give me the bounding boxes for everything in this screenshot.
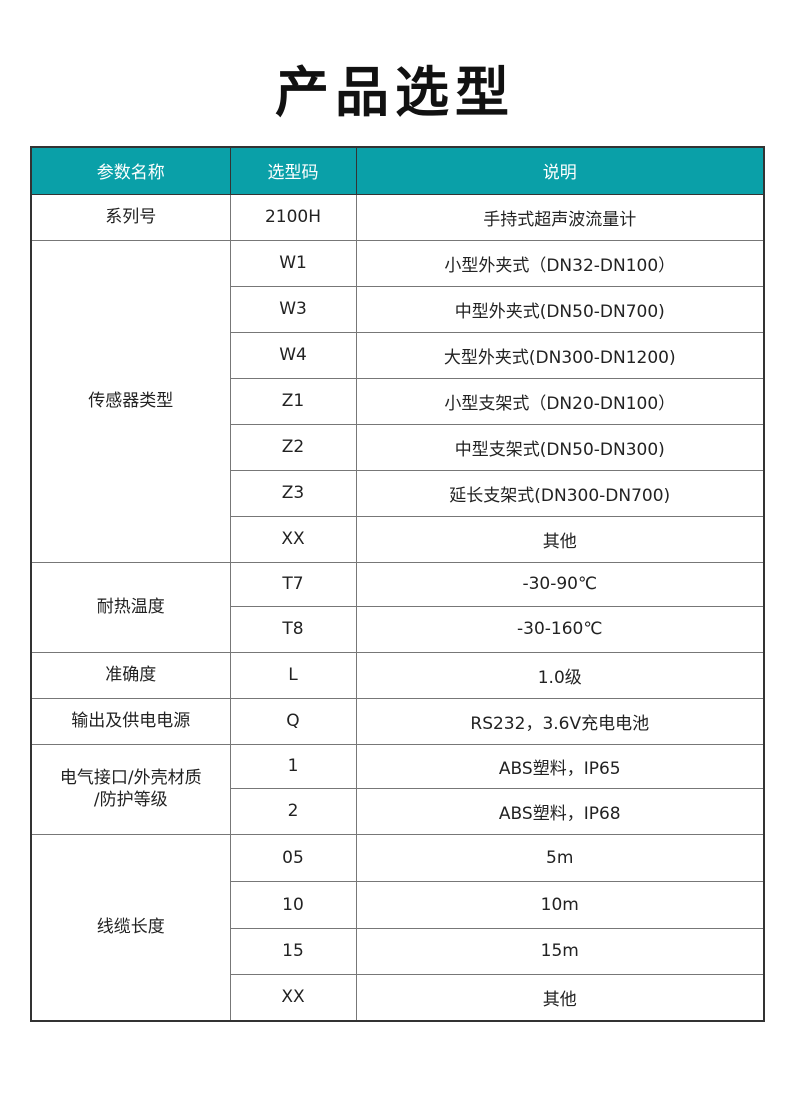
code-cell: Z2 <box>229 423 357 471</box>
param-name: 耐热温度 <box>30 561 231 653</box>
desc-cell: 中型支架式(DN50-DN300) <box>355 423 765 471</box>
desc-cell: 大型外夹式(DN300-DN1200) <box>355 331 765 379</box>
table-row: 10 10m <box>31 880 765 929</box>
table-row: 15 15m <box>31 927 765 975</box>
code-cell: W1 <box>229 239 357 287</box>
desc-cell: 手持式超声波流量计 <box>355 193 765 241</box>
table-row: T8 -30-160℃ <box>31 605 765 653</box>
table-row: W3 中型外夹式(DN50-DN700) <box>31 285 765 333</box>
desc-cell: -30-90℃ <box>355 561 765 607</box>
code-cell: 2 <box>229 787 357 835</box>
param-name: 线缆长度 <box>30 833 231 1022</box>
desc-cell: -30-160℃ <box>355 605 765 653</box>
desc-cell: RS232，3.6V充电电池 <box>355 697 765 745</box>
table-row: 线缆长度 05 5m <box>30 833 765 1022</box>
table-row: 系列号 2100H 手持式超声波流量计 <box>30 193 765 241</box>
page-title: 产品选型 <box>275 61 515 124</box>
table-row: 电气接口/外壳材质 /防护等级 1 ABS塑料，IP65 <box>30 743 765 835</box>
code-cell: 10 <box>229 880 357 929</box>
code-cell: XX <box>229 515 357 563</box>
header-param: 参数名称 <box>30 146 231 195</box>
code-cell: 1 <box>229 743 357 789</box>
desc-cell: 中型外夹式(DN50-DN700) <box>355 285 765 333</box>
code-cell: Z1 <box>229 377 357 425</box>
desc-cell: 10m <box>355 880 765 929</box>
code-cell: L <box>229 651 357 699</box>
desc-cell: 延长支架式(DN300-DN700) <box>355 469 765 517</box>
desc-cell: 其他 <box>355 973 765 1022</box>
desc-cell: 5m <box>355 833 765 882</box>
param-name: 电气接口/外壳材质 /防护等级 <box>30 743 231 835</box>
param-name: 输出及供电电源 <box>30 697 231 745</box>
param-name: 传感器类型 <box>30 239 231 563</box>
table-row: 输出及供电电源 Q RS232，3.6V充电电池 <box>30 697 765 745</box>
table-row: 耐热温度 T7 -30-90℃ <box>30 561 765 653</box>
header-desc: 说明 <box>355 146 765 195</box>
code-cell: Q <box>229 697 357 745</box>
desc-cell: ABS塑料，IP68 <box>355 787 765 835</box>
code-cell: T8 <box>229 605 357 653</box>
table-row: 2 ABS塑料，IP68 <box>31 787 765 835</box>
table-row: 传感器类型 W1 小型外夹式（DN32-DN100） <box>30 239 765 563</box>
param-name: 系列号 <box>30 193 231 241</box>
table-row: Z3 延长支架式(DN300-DN700) <box>31 469 765 517</box>
code-cell: 15 <box>229 927 357 975</box>
desc-cell: 其他 <box>355 515 765 563</box>
code-cell: T7 <box>229 561 357 607</box>
table-row: XX 其他 <box>31 515 765 563</box>
desc-cell: 15m <box>355 927 765 975</box>
header-code: 选型码 <box>229 146 357 195</box>
code-cell: 2100H <box>229 193 357 241</box>
table-header: 参数名称 选型码 说明 <box>30 146 765 195</box>
table-row: Z2 中型支架式(DN50-DN300) <box>31 423 765 471</box>
table-row: Z1 小型支架式（DN20-DN100） <box>31 377 765 425</box>
param-name: 准确度 <box>30 651 231 699</box>
desc-cell: 小型支架式（DN20-DN100） <box>355 377 765 425</box>
desc-cell: 1.0级 <box>355 651 765 699</box>
desc-cell: ABS塑料，IP65 <box>355 743 765 789</box>
table-row: W4 大型外夹式(DN300-DN1200) <box>31 331 765 379</box>
selection-table: 参数名称 选型码 说明 系列号 2100H 手持式超声波流量计 传感器类型 W1 小型外夹… <box>30 146 765 1022</box>
code-cell: XX <box>229 973 357 1022</box>
code-cell: Z3 <box>229 469 357 517</box>
code-cell: W3 <box>229 285 357 333</box>
code-cell: W4 <box>229 331 357 379</box>
table-row: XX 其他 <box>31 973 765 1022</box>
table-row: 准确度 L 1.0级 <box>30 651 765 699</box>
code-cell: 05 <box>229 833 357 882</box>
desc-cell: 小型外夹式（DN32-DN100） <box>355 239 765 287</box>
